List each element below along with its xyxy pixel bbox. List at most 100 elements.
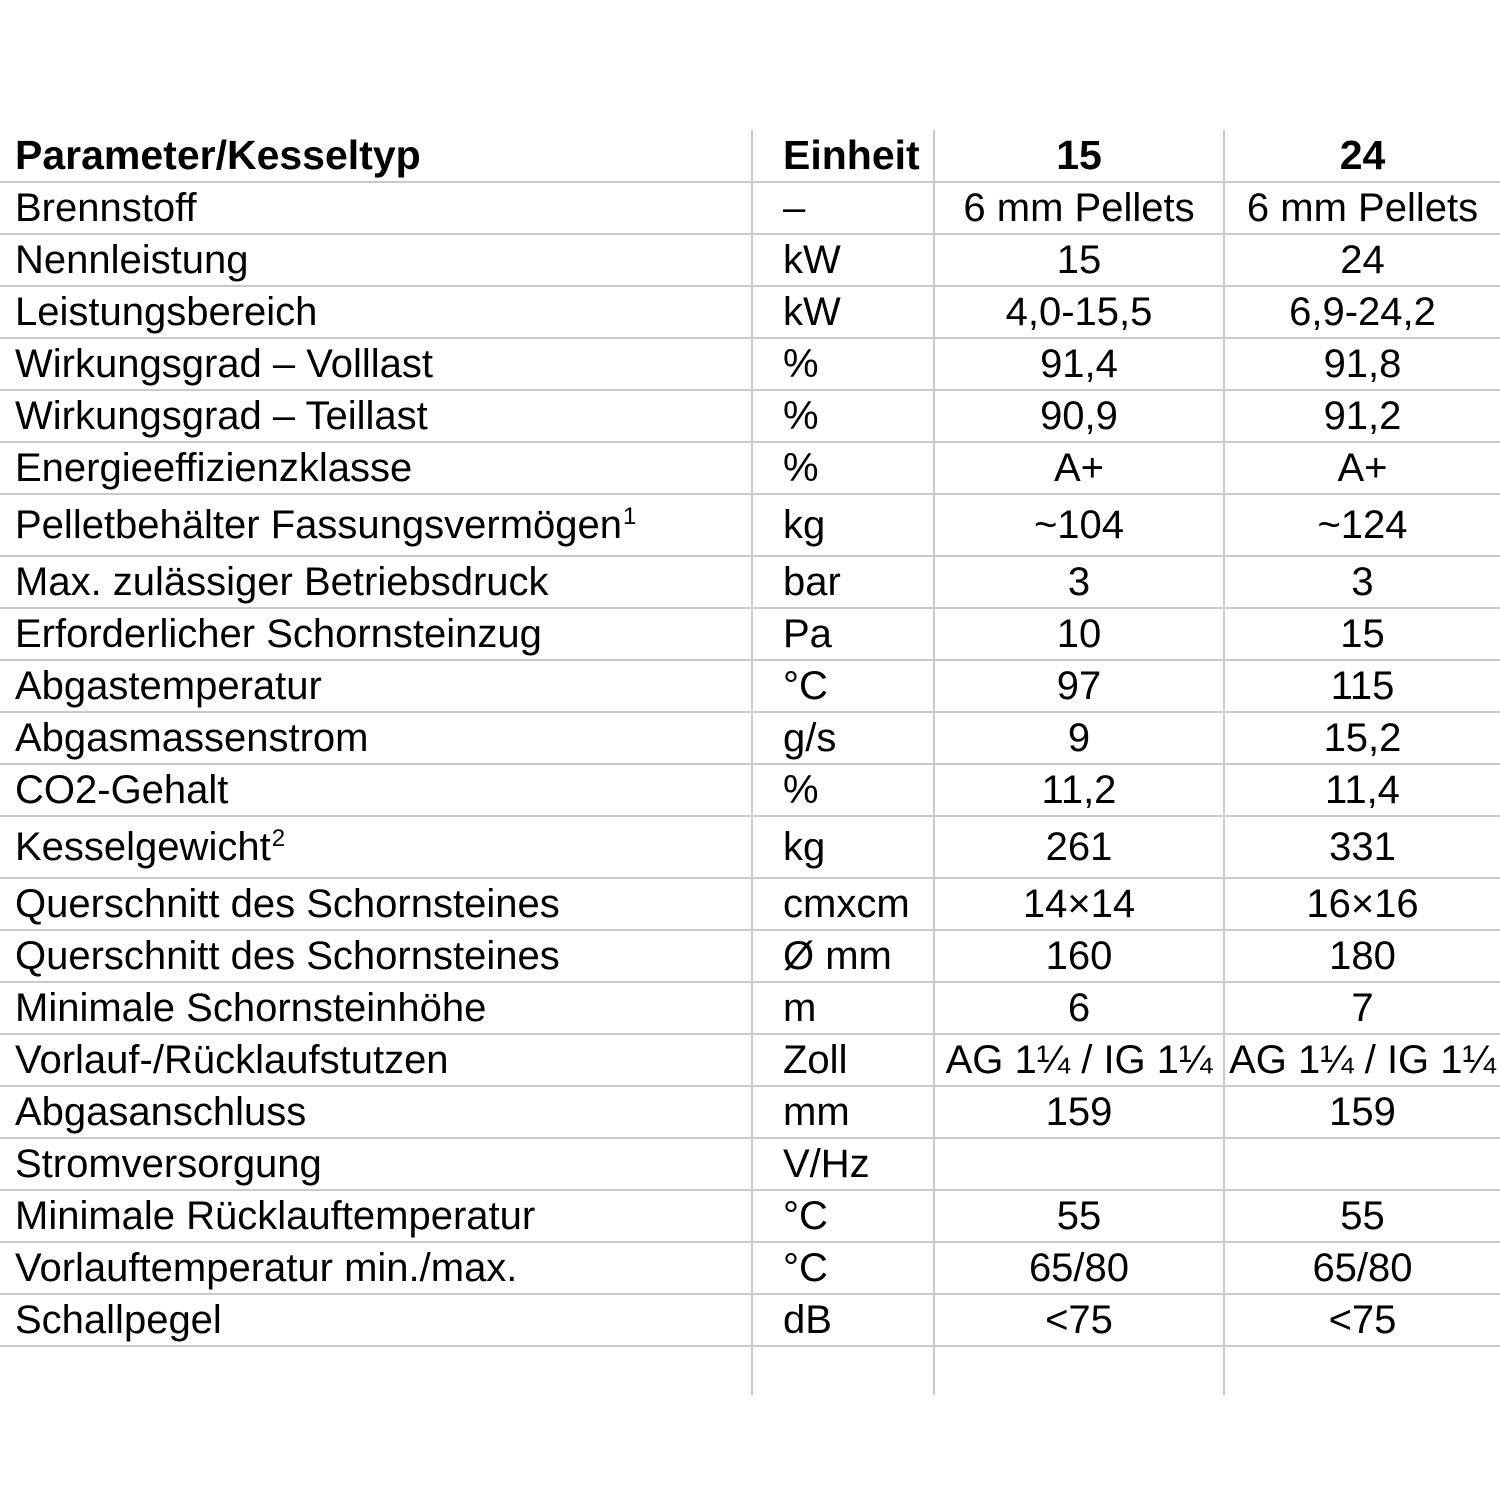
empty-unit-cell (751, 1347, 933, 1395)
unit-cell: dB (751, 1295, 933, 1345)
table-row: CO2-Gehalt% 11,2 11,4 (0, 765, 1500, 817)
value-15-cell: <75 (933, 1295, 1223, 1345)
parameter-label: CO2-Gehalt (15, 768, 229, 812)
parameter-label: Nennleistung (15, 238, 249, 282)
parameter-label: Pelletbehälter Fassungsvermögen1 (15, 503, 637, 547)
value-24-cell: 115 (1223, 661, 1500, 711)
value-24-cell: 11,4 (1223, 765, 1500, 815)
header-einheit: Einheit (751, 130, 933, 181)
parameter-label: Minimale Schornsteinhöhe (15, 986, 487, 1030)
parameter-label: Querschnitt des Schornsteines (15, 882, 560, 926)
table-row: Erforderlicher Schornsteinzug Pa 10 15 (0, 609, 1500, 661)
value-24-cell: 65/80 (1223, 1243, 1500, 1293)
value-24-cell: A+ (1223, 443, 1500, 493)
unit-cell: % (751, 391, 933, 441)
unit-cell: % (751, 339, 933, 389)
parameter-label: Vorlauftemperatur min./max. (15, 1246, 518, 1290)
unit-cell: kg (751, 495, 933, 555)
unit-cell: bar (751, 557, 933, 607)
unit-cell: kg (751, 817, 933, 877)
value-15-cell: 65/80 (933, 1243, 1223, 1293)
header-model-24: 24 (1223, 130, 1500, 181)
value-15-cell: 90,9 (933, 391, 1223, 441)
value-15-cell: 6 mm Pellets (933, 183, 1223, 233)
unit-cell: cmxcm (751, 879, 933, 929)
table-row: Vorlauftemperatur min./max. °C 65/80 65/80 (0, 1243, 1500, 1295)
value-24-cell: 91,8 (1223, 339, 1500, 389)
value-24-cell: 331 (1223, 817, 1500, 877)
footnote-marker: 1 (623, 503, 637, 530)
table-row: Abgastemperatur °C 97 115 (0, 661, 1500, 713)
value-15-cell: 55 (933, 1191, 1223, 1241)
value-15-cell: AG 1¼ / IG 1¼ (933, 1035, 1223, 1085)
table-row: Wirkungsgrad – Volllast% 91,4 91,8 (0, 339, 1500, 391)
parameter-label: Leistungsbereich (15, 290, 318, 334)
value-15-cell: 160 (933, 931, 1223, 981)
empty-parameter-cell (0, 1347, 751, 1395)
value-24-cell: 159 (1223, 1087, 1500, 1137)
value-15-cell: 3 (933, 557, 1223, 607)
value-15-cell: 15 (933, 235, 1223, 285)
parameter-label: Abgasmassenstrom (15, 716, 369, 760)
parameter-label: Brennstoff (15, 186, 197, 230)
empty-value-15-cell (933, 1347, 1223, 1395)
value-24-cell: 7 (1223, 983, 1500, 1033)
unit-cell: m (751, 983, 933, 1033)
value-15-cell: 11,2 (933, 765, 1223, 815)
empty-value-24-cell (1223, 1347, 1500, 1395)
value-24-cell: <75 (1223, 1295, 1500, 1345)
table-row: Energieeffizienzklasse% A+ A+ (0, 443, 1500, 495)
table-row: Querschnitt des Schornsteines Ø mm 160 180 (0, 931, 1500, 983)
table-row: Abgasanschluss mm 159 159 (0, 1087, 1500, 1139)
table-body: Brennstoff –6 mm Pellets 6 mm Pellets Nennl… (0, 183, 1500, 1347)
table-row: Minimale Rücklauftemperatur °C 55 55 (0, 1191, 1500, 1243)
table-row: Vorlauf-/Rücklaufstutzen Zoll AG 1¼ / IG 1… (0, 1035, 1500, 1087)
value-24-cell: 3 (1223, 557, 1500, 607)
table-row: Pelletbehälter Fassungsvermögen1 kg ~104 ~1… (0, 495, 1500, 557)
parameter-label: Erforderlicher Schornsteinzug (15, 612, 542, 656)
table-row: Kesselgewicht2 kg 261 331 (0, 817, 1500, 879)
unit-cell: g/s (751, 713, 933, 763)
value-15-cell: ~104 (933, 495, 1223, 555)
unit-cell: kW (751, 287, 933, 337)
table-row: Stromversorgung V/Hz (0, 1139, 1500, 1191)
table-header-row: Parameter/Kesseltyp Einheit 15 24 (0, 130, 1500, 183)
parameter-label: Abgastemperatur (15, 664, 322, 708)
parameter-label: Kesselgewicht2 (15, 825, 286, 869)
table-row: Nennleistung kW 15 24 (0, 235, 1500, 287)
value-15-cell: 9 (933, 713, 1223, 763)
unit-cell: V/Hz (751, 1139, 933, 1189)
value-15-cell: 10 (933, 609, 1223, 659)
parameter-label: Wirkungsgrad – Volllast (15, 342, 433, 386)
value-24-cell: ~124 (1223, 495, 1500, 555)
unit-cell: Pa (751, 609, 933, 659)
value-24-cell: 16×16 (1223, 879, 1500, 929)
parameter-label: Querschnitt des Schornsteines (15, 934, 560, 978)
value-24-cell: 6,9-24,2 (1223, 287, 1500, 337)
unit-cell: kW (751, 235, 933, 285)
table-row: Leistungsbereich kW 4,0-15,5 6,9-24,2 (0, 287, 1500, 339)
value-15-cell: 261 (933, 817, 1223, 877)
table-row: Abgasmassenstrom g/s 9 15,2 (0, 713, 1500, 765)
table-row: Brennstoff –6 mm Pellets 6 mm Pellets (0, 183, 1500, 235)
value-15-cell: 97 (933, 661, 1223, 711)
unit-cell: % (751, 765, 933, 815)
value-15-cell: 14×14 (933, 879, 1223, 929)
unit-cell: °C (751, 1243, 933, 1293)
value-24-cell: 15,2 (1223, 713, 1500, 763)
parameter-label: Max. zulässiger Betriebsdruck (15, 560, 549, 604)
value-24-cell: AG 1¼ / IG 1¼ (1223, 1035, 1500, 1085)
value-24-cell: 180 (1223, 931, 1500, 981)
unit-cell: – (751, 183, 933, 233)
header-parameter-kesseltyp: Parameter/Kesseltyp (15, 132, 421, 178)
value-15-cell: 4,0-15,5 (933, 287, 1223, 337)
unit-cell: mm (751, 1087, 933, 1137)
value-15-cell: 159 (933, 1087, 1223, 1137)
parameter-label: Energieeffizienzklasse (15, 446, 413, 490)
spec-table: Parameter/Kesseltyp Einheit 15 24 Brenns… (0, 130, 1500, 1395)
value-24-cell: 6 mm Pellets (1223, 183, 1500, 233)
table-row: Max. zulässiger Betriebsdruck bar 3 3 (0, 557, 1500, 609)
value-15-cell (933, 1139, 1223, 1189)
empty-row (0, 1347, 1500, 1395)
